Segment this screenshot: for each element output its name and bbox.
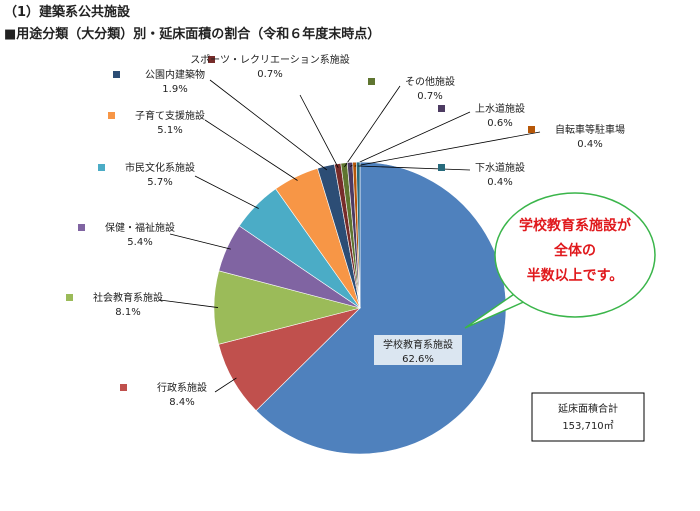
leader-line <box>209 79 328 171</box>
slice-value: 0.6% <box>487 118 512 129</box>
label-marker <box>78 224 85 231</box>
leader-line <box>204 119 298 181</box>
slice-label: 行政系施設 <box>157 381 207 394</box>
slice-label: 自転車等駐車場 <box>555 123 625 136</box>
slice-label: 上水道施設 <box>475 102 525 115</box>
slice-label: その他施設 <box>405 75 455 88</box>
total-value: 153,710㎡ <box>562 420 613 432</box>
slice-label: 社会教育系施設 <box>93 291 163 304</box>
slice-label: 保健・福祉施設 <box>105 221 175 234</box>
slice-value: 0.4% <box>487 177 512 188</box>
callout-text: 全体の <box>553 242 596 259</box>
leader-line <box>350 111 471 167</box>
total-label: 延床面積合計 <box>558 402 618 415</box>
leader-line <box>358 165 471 171</box>
callout-text: 半数以上です。 <box>527 267 624 284</box>
label-marker <box>113 71 120 78</box>
slice-label: 市民文化系施設 <box>125 161 195 174</box>
slice-label: 子育て支援施設 <box>135 109 205 122</box>
label-marker <box>98 164 105 171</box>
leader-line <box>344 85 401 168</box>
leader-line <box>354 131 541 167</box>
label-marker <box>66 294 73 301</box>
slice-label: 公園内建築物 <box>145 68 205 81</box>
slice-value: 0.7% <box>257 69 282 80</box>
slice-value: 0.7% <box>417 91 442 102</box>
slice-value: 8.1% <box>115 307 140 318</box>
slice-label: スポーツ・レクリエーション系施設 <box>190 53 350 66</box>
label-marker <box>120 384 127 391</box>
slice-label: 学校教育系施設 <box>383 338 453 351</box>
label-marker <box>528 126 535 133</box>
pie-slice <box>255 161 507 455</box>
leader-line <box>169 233 231 250</box>
callout-bubble <box>494 192 656 318</box>
leader-line <box>299 94 339 168</box>
total-box <box>531 392 645 442</box>
chart-title: ■用途分類（大分類）別・延床面積の割合（令和６年度末時点） <box>4 26 380 42</box>
leader-line <box>194 175 259 209</box>
label-marker <box>438 164 445 171</box>
leader-line <box>214 377 237 393</box>
callout-text: 学校教育系施設が <box>519 217 632 234</box>
slice-value: 5.1% <box>157 125 182 136</box>
slice-value: 62.6% <box>402 354 434 365</box>
leader-line <box>159 299 219 308</box>
slice-value: 1.9% <box>162 84 187 95</box>
slice-value: 0.4% <box>577 139 602 150</box>
label-box <box>374 335 462 365</box>
pie-slice <box>356 161 361 309</box>
slice-value: 5.7% <box>147 177 172 188</box>
section-title: （1）建築系公共施設 <box>4 4 131 20</box>
slice-label: 下水道施設 <box>475 161 525 174</box>
slice-value: 8.4% <box>169 397 194 408</box>
label-marker <box>368 78 375 85</box>
label-marker <box>108 112 115 119</box>
label-marker <box>438 105 445 112</box>
callout-join <box>517 289 528 299</box>
slice-value: 5.4% <box>127 237 152 248</box>
label-marker <box>208 56 215 63</box>
